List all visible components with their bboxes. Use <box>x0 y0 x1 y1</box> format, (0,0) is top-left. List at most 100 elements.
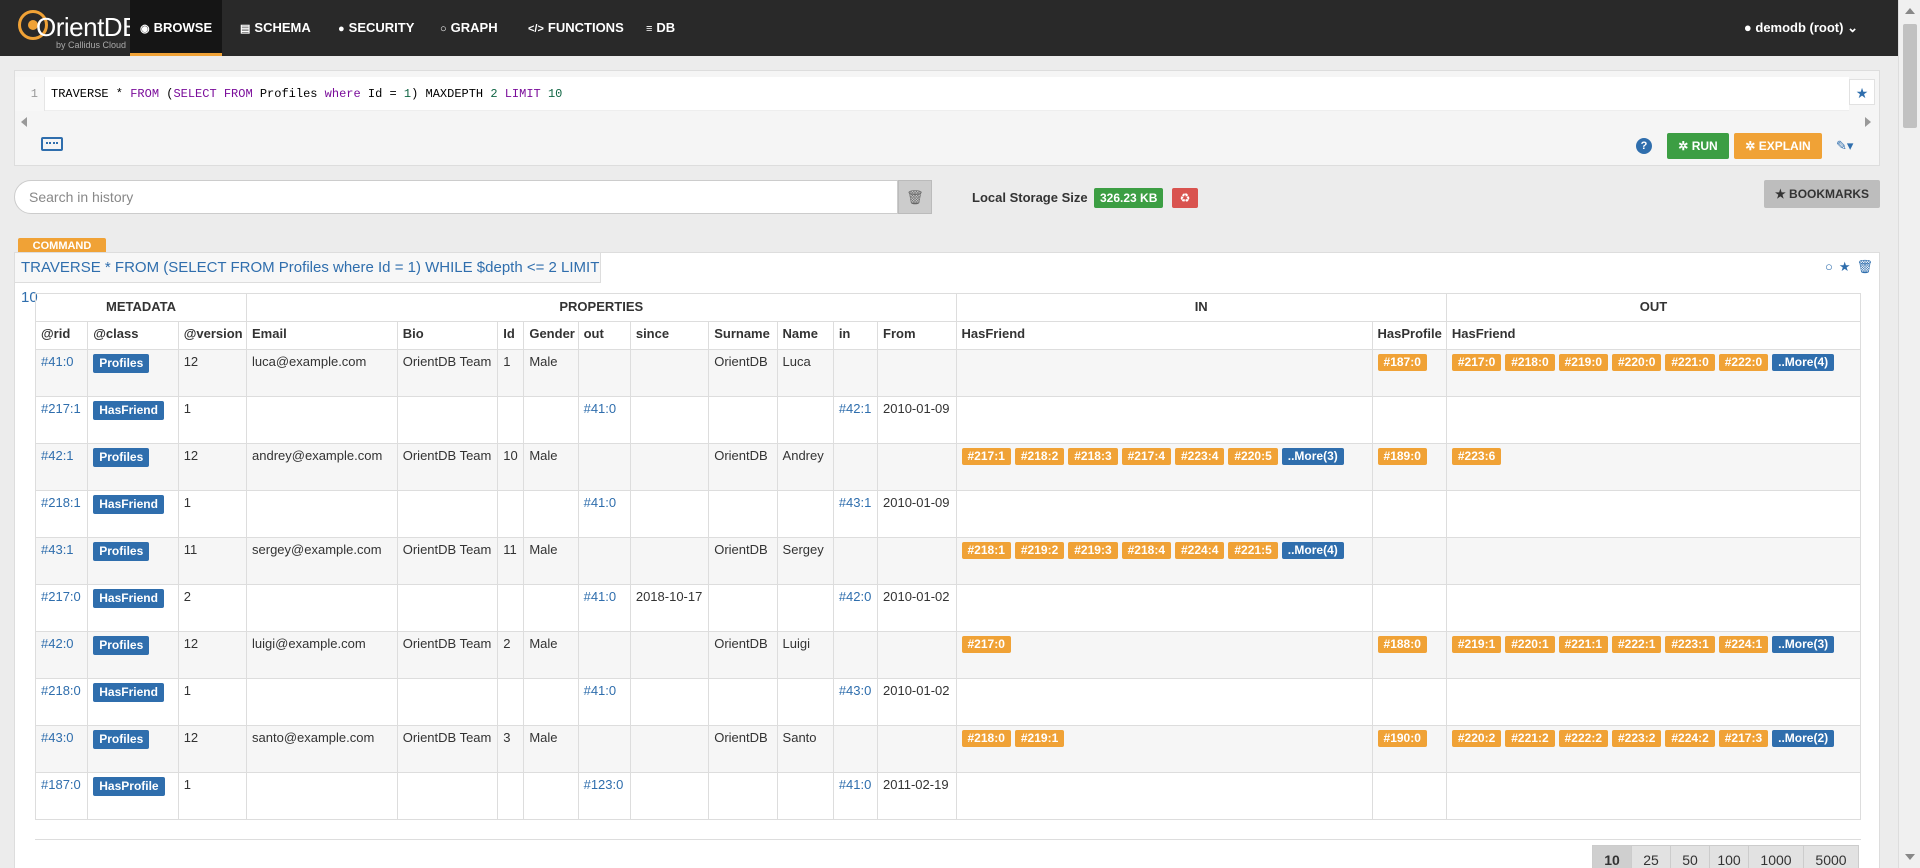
nav-graph[interactable]: ○ GRAPH <box>430 0 508 56</box>
out-link[interactable]: #123:0 <box>583 777 624 792</box>
page-size-option[interactable]: 100 <box>1709 845 1749 868</box>
edge-rid-badge[interactable]: #217:4 <box>1121 448 1171 465</box>
edge-rid-badge[interactable]: #218:4 <box>1121 542 1171 559</box>
edge-rid-badge[interactable]: #221:5 <box>1228 542 1278 559</box>
edge-rid-badge[interactable]: #224:4 <box>1175 542 1225 559</box>
rid-link[interactable]: #43:0 <box>41 730 74 745</box>
query-code[interactable]: TRAVERSE * FROM (SELECT FROM Profiles wh… <box>51 77 562 111</box>
edge-rid-badge[interactable]: #224:1 <box>1718 636 1769 653</box>
column-header[interactable]: in <box>832 321 879 350</box>
in-link[interactable]: #42:1 <box>838 401 872 416</box>
class-badge[interactable]: Profiles <box>93 448 150 467</box>
edge-rid-badge[interactable]: #222:0 <box>1718 354 1769 371</box>
edge-rid-badge[interactable]: #219:1 <box>1451 636 1502 653</box>
edge-rid-badge[interactable]: #221:2 <box>1505 730 1555 747</box>
edge-rid-badge[interactable]: #219:3 <box>1068 542 1118 559</box>
edge-rid-badge[interactable]: #218:0 <box>961 730 1011 747</box>
rid-link[interactable]: #218:0 <box>41 683 81 698</box>
column-header[interactable]: HasFriend <box>955 321 1373 350</box>
edge-rid-badge[interactable]: #218:1 <box>961 542 1011 559</box>
class-badge[interactable]: Profiles <box>93 636 150 655</box>
in-link[interactable]: #43:1 <box>838 495 872 510</box>
rid-link[interactable]: #41:0 <box>41 354 74 369</box>
class-badge[interactable]: HasFriend <box>93 683 164 702</box>
trash-icon[interactable]: 🗑 <box>1856 259 1873 274</box>
rid-link[interactable]: #187:0 <box>41 777 81 792</box>
more-button[interactable]: ..More(3) <box>1281 448 1344 465</box>
nav-browse[interactable]: ◉ BROWSE <box>130 0 223 56</box>
more-button[interactable]: ..More(4) <box>1281 542 1344 559</box>
edge-rid-badge[interactable]: #190:0 <box>1377 730 1427 747</box>
editor-horizontal-scrollbar[interactable] <box>21 115 1871 127</box>
nav-db[interactable]: ≡ DB <box>636 0 685 56</box>
edge-rid-badge[interactable]: #223:6 <box>1451 448 1502 465</box>
in-link[interactable]: #42:0 <box>838 589 872 604</box>
column-header[interactable]: HasFriend <box>1445 321 1862 350</box>
user-menu[interactable]: ● demodb (root) ⌄ <box>1744 0 1858 56</box>
edge-rid-badge[interactable]: #223:1 <box>1665 636 1715 653</box>
out-link[interactable]: #41:0 <box>583 401 617 416</box>
explain-button[interactable]: ✲ EXPLAIN <box>1734 133 1822 159</box>
scroll-left-arrow-icon[interactable] <box>21 117 27 127</box>
help-icon[interactable]: ? <box>1636 138 1652 154</box>
edge-rid-badge[interactable]: #222:2 <box>1558 730 1608 747</box>
column-header[interactable]: @class <box>87 321 179 350</box>
more-button[interactable]: ..More(4) <box>1772 354 1835 371</box>
out-link[interactable]: #41:0 <box>583 683 617 698</box>
column-header[interactable]: From <box>877 321 957 350</box>
class-badge[interactable]: HasProfile <box>93 777 165 796</box>
edge-rid-badge[interactable]: #223:2 <box>1612 730 1662 747</box>
scroll-up-arrow-icon[interactable] <box>1905 8 1915 14</box>
column-header[interactable]: @rid <box>34 321 89 350</box>
circle-icon[interactable]: ○ <box>1824 259 1833 274</box>
column-header[interactable]: since <box>629 321 710 350</box>
recycle-icon[interactable]: ♻ <box>1172 188 1198 208</box>
in-link[interactable]: #41:0 <box>838 777 872 792</box>
edge-rid-badge[interactable]: #217:1 <box>961 448 1011 465</box>
class-badge[interactable]: HasFriend <box>93 589 164 608</box>
scroll-right-arrow-icon[interactable] <box>1865 117 1871 127</box>
page-size-option[interactable]: 1000 <box>1748 845 1804 868</box>
class-badge[interactable]: HasFriend <box>93 401 164 420</box>
column-header[interactable]: Id <box>497 321 525 350</box>
page-scrollbar[interactable] <box>1898 0 1920 868</box>
out-link[interactable]: #41:0 <box>583 495 617 510</box>
column-header[interactable]: @version <box>177 321 248 350</box>
history-search-input[interactable] <box>14 180 898 214</box>
edge-rid-badge[interactable]: #223:4 <box>1175 448 1225 465</box>
class-badge[interactable]: Profiles <box>93 730 150 749</box>
nav-security[interactable]: ● SECURITY <box>328 0 424 56</box>
page-size-option[interactable]: 5000 <box>1803 845 1859 868</box>
keyboard-icon[interactable] <box>41 137 63 151</box>
scroll-down-arrow-icon[interactable] <box>1905 854 1915 860</box>
column-header[interactable]: Gender <box>523 321 579 350</box>
edge-rid-badge[interactable]: #220:1 <box>1505 636 1555 653</box>
result-query-title[interactable]: TRAVERSE * FROM (SELECT FROM Profiles wh… <box>15 253 601 306</box>
column-header[interactable]: Email <box>246 321 398 350</box>
edge-rid-badge[interactable]: #217:0 <box>1451 354 1502 371</box>
rid-link[interactable]: #217:1 <box>41 401 81 416</box>
column-header[interactable]: Bio <box>396 321 499 350</box>
edge-rid-badge[interactable]: #220:2 <box>1451 730 1502 747</box>
edge-rid-badge[interactable]: #188:0 <box>1377 636 1427 653</box>
class-badge[interactable]: HasFriend <box>93 495 164 514</box>
more-button[interactable]: ..More(3) <box>1772 636 1835 653</box>
edge-rid-badge[interactable]: #221:1 <box>1558 636 1608 653</box>
query-editor[interactable]: 1 TRAVERSE * FROM (SELECT FROM Profiles … <box>15 77 1849 111</box>
column-header[interactable]: out <box>577 321 631 350</box>
class-badge[interactable]: Profiles <box>93 354 150 373</box>
rid-link[interactable]: #217:0 <box>41 589 81 604</box>
edge-rid-badge[interactable]: #222:1 <box>1612 636 1662 653</box>
edge-rid-badge[interactable]: #220:5 <box>1228 448 1278 465</box>
page-size-option[interactable]: 50 <box>1670 845 1710 868</box>
more-button[interactable]: ..More(2) <box>1772 730 1835 747</box>
edge-rid-badge[interactable]: #219:1 <box>1014 730 1065 747</box>
trash-icon[interactable]: 🗑 <box>898 180 932 214</box>
settings-dropdown[interactable]: ✎▾ <box>1836 136 1866 156</box>
edge-rid-badge[interactable]: #220:0 <box>1612 354 1662 371</box>
column-header[interactable]: Surname <box>708 321 778 350</box>
edge-rid-badge[interactable]: #217:3 <box>1718 730 1769 747</box>
edge-rid-badge[interactable]: #221:0 <box>1665 354 1715 371</box>
edge-rid-badge[interactable]: #217:0 <box>961 636 1011 653</box>
rid-link[interactable]: #218:1 <box>41 495 81 510</box>
